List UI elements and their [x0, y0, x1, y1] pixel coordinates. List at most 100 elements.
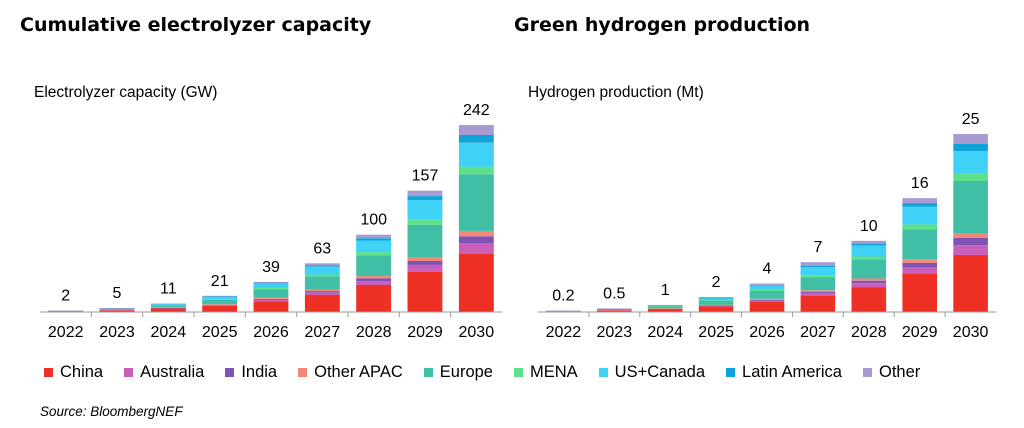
bar-segment-other-2028: [356, 234, 392, 239]
bar-segment-other-2027: [304, 263, 340, 266]
bar-segment-other-2027: [800, 262, 836, 266]
x-tick-label-2023: 2023: [597, 324, 633, 341]
total-label-2024: 1: [661, 282, 670, 299]
bar-segment-mena-2030: [458, 166, 494, 175]
bar-segment-other-apac-2024: [150, 307, 186, 308]
bar-segment-other-apac-2024: [647, 308, 683, 309]
bar-segment-australia-2025: [202, 305, 238, 306]
legend-swatch-other-apac: [298, 367, 308, 377]
bar-segment-us-canada-2025: [698, 298, 734, 301]
bar-segment-australia-2029: [902, 267, 937, 274]
bar-segment-europe-2024: [647, 306, 683, 309]
bar-segment-europe-2025: [202, 299, 238, 305]
chart-title-hydrogen: Green hydrogen production: [514, 14, 811, 36]
legend-swatch-latin-america: [726, 367, 736, 377]
bar-segment-australia-2026: [749, 300, 785, 302]
legend-swatch-europe: [423, 367, 433, 377]
x-tick-label-2024: 2024: [151, 324, 187, 341]
bar-segment-us-canada-2030: [953, 151, 988, 174]
bar-segment-europe-2027: [800, 277, 836, 291]
bar-segment-australia-2029: [407, 264, 443, 272]
legend-item-us-canada: US+Canada: [598, 362, 706, 382]
legend-swatch-mena: [513, 367, 523, 377]
bar-segment-mena-2027: [800, 275, 836, 278]
bar-segment-australia-2030: [953, 245, 988, 256]
bar-segment-mena-2027: [304, 274, 340, 277]
x-tick-label-2022: 2022: [546, 324, 582, 341]
bar-segment-latin-america-2025: [202, 296, 238, 297]
bar-segment-mena-2026: [253, 288, 289, 290]
bar-segment-us-canada-2030: [458, 142, 494, 167]
legend-item-latin-america: Latin America: [726, 363, 842, 382]
total-label-2030: 25: [962, 111, 980, 128]
bar-segment-australia-2028: [851, 283, 887, 288]
bar-segment-china-2026: [253, 301, 289, 312]
bar-segment-europe-2030: [458, 174, 494, 231]
source-note: Source: BloombergNEF: [40, 404, 183, 419]
bar-segment-europe-2023: [597, 309, 632, 310]
bar-segment-india-2028: [851, 280, 887, 284]
x-tick-label-2026: 2026: [749, 324, 785, 341]
electrolyzer-capacity-chart: Electrolyzer capacity (GW) 2 2022 5 2023 11 2…: [34, 84, 502, 341]
bar-segment-us-canada-2026: [749, 285, 785, 290]
bar-segment-latin-america-2030: [458, 135, 494, 143]
total-label-2023: 5: [113, 285, 122, 302]
x-tick-label-2024: 2024: [647, 324, 683, 341]
legend-label-latin-america: Latin America: [742, 362, 842, 381]
bar-segment-china-2023: [597, 310, 632, 312]
total-label-2022: 2: [61, 288, 70, 305]
total-label-2027: 7: [813, 239, 822, 256]
bar-segment-us-canada-2027: [800, 267, 836, 276]
bar-segment-china-2025: [698, 306, 734, 312]
total-label-2028: 10: [860, 218, 878, 235]
bar-segment-latin-america-2029: [407, 196, 443, 200]
bar-segment-australia-2026: [253, 299, 289, 302]
legend-label-us-canada: US+Canada: [614, 362, 706, 381]
bar-segment-other-apac-2029: [407, 257, 443, 261]
bar-segment-us-canada-2028: [356, 240, 392, 253]
bar-segment-china-2029: [407, 271, 443, 312]
legend-label-europe: Europe: [439, 362, 493, 381]
bar-segment-latin-america-2028: [356, 238, 392, 241]
bar-segment-china-2029: [902, 273, 937, 312]
legend-item-other: Other: [862, 363, 920, 382]
bar-segment-australia-2025: [698, 305, 734, 307]
y-axis-label-hydrogen: Hydrogen production (Mt): [528, 84, 704, 101]
bar-segment-other-2025: [202, 295, 238, 297]
bar-segment-australia-2028: [356, 281, 392, 285]
bar-segment-india-2025: [202, 304, 238, 306]
bar-segment-china-2030: [458, 253, 494, 312]
legend-item-mena: MENA: [513, 363, 578, 382]
bar-segment-europe-2030: [953, 181, 988, 233]
bar-segment-other-apac-2029: [902, 259, 937, 263]
bar-segment-europe-2024: [150, 305, 186, 308]
bar-segment-europe-2029: [407, 224, 443, 258]
bar-segment-india-2028: [356, 278, 392, 282]
total-label-2024: 11: [160, 281, 177, 298]
legend-swatch-australia: [124, 367, 134, 377]
bar-segment-other-apac-2025: [698, 304, 734, 306]
bar-segment-latin-america-2028: [851, 243, 887, 246]
bar-segment-australia-2030: [458, 243, 494, 254]
bar-segment-china-2027: [800, 295, 836, 312]
legend-swatch-other: [862, 367, 872, 377]
bar-segment-europe-2028: [356, 255, 392, 277]
bar-segment-other-apac-2027: [304, 289, 340, 292]
bar-segment-china-2027: [304, 295, 340, 312]
bar-segment-mena-2028: [851, 256, 887, 260]
x-tick-label-2025: 2025: [202, 324, 238, 341]
total-label-2029: 16: [911, 175, 929, 192]
bar-segment-us-canada-2029: [407, 200, 443, 220]
bar-segment-china-2023: [99, 310, 135, 312]
bar-segment-mena-2028: [356, 252, 392, 256]
bar-segment-mena-2024: [647, 306, 683, 307]
bar-segment-other-2029: [902, 198, 937, 204]
total-label-2022: 0.2: [552, 288, 574, 305]
bar-segment-mena-2026: [749, 289, 785, 291]
x-tick-label-2030: 2030: [953, 324, 989, 341]
bar-segment-other-2023: [597, 308, 632, 309]
legend: China Australia India Other APAC Europe MENA U…: [44, 359, 941, 385]
total-label-2028: 100: [360, 212, 387, 229]
bar-segment-other-2024: [150, 303, 186, 305]
legend-item-australia: Australia: [124, 363, 204, 382]
